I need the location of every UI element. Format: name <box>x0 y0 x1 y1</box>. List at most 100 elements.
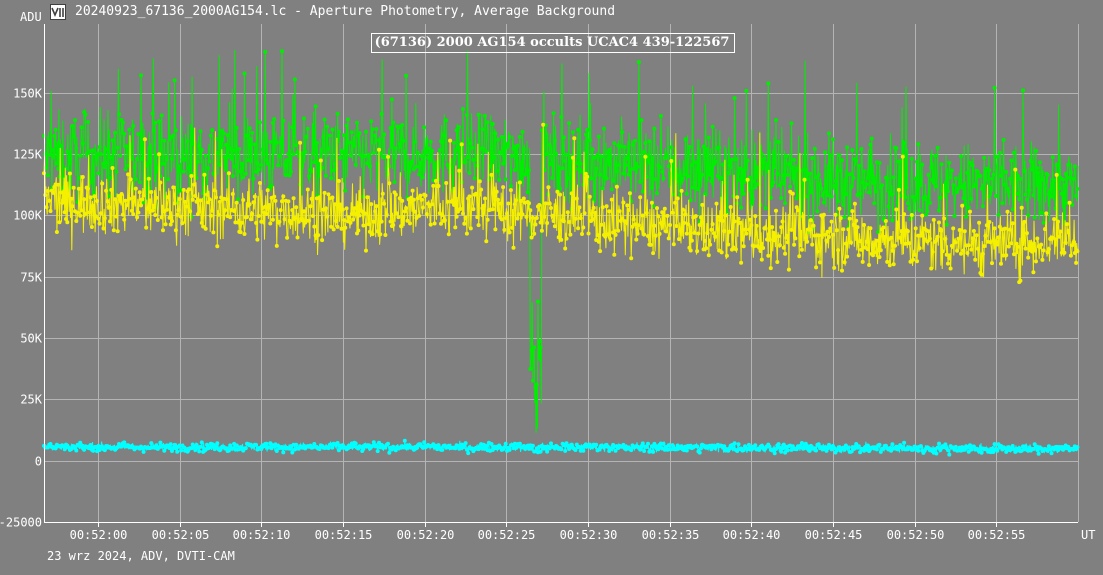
point-target <box>713 159 718 164</box>
point-target <box>498 150 503 155</box>
point-comparison <box>576 226 581 231</box>
point-comparison <box>395 211 400 216</box>
point-target <box>419 154 424 159</box>
point-comparison <box>767 237 772 242</box>
point-comparison <box>915 259 919 264</box>
point-target <box>104 160 109 165</box>
point-comparison <box>367 229 372 234</box>
point-target <box>84 151 89 156</box>
point-target <box>675 179 680 184</box>
point-target <box>1048 189 1053 193</box>
point-target <box>136 132 141 136</box>
point-target <box>238 169 243 174</box>
point-comparison <box>758 249 763 253</box>
point-target <box>774 118 778 123</box>
point-comparison <box>241 198 246 202</box>
point-target <box>717 145 722 150</box>
point-target <box>110 138 115 143</box>
point-target <box>274 140 279 145</box>
point-comparison <box>1065 222 1069 227</box>
point-comparison <box>483 196 487 201</box>
point-target <box>975 169 980 174</box>
point-comparison <box>1024 231 1029 236</box>
point-target <box>311 151 315 156</box>
point-target <box>612 141 617 146</box>
point-comparison <box>263 204 268 209</box>
point-comparison <box>373 209 378 214</box>
point-target <box>829 194 834 199</box>
point-comparison <box>684 231 689 236</box>
point-target <box>657 165 662 170</box>
point-target <box>496 137 500 142</box>
point-comparison <box>971 229 976 233</box>
point-target <box>225 133 230 138</box>
point-target <box>340 149 345 154</box>
point-target <box>647 139 652 144</box>
point-comparison <box>569 191 574 196</box>
point-target <box>278 139 283 144</box>
point-comparison <box>733 247 738 252</box>
point-comparison <box>347 215 352 220</box>
point-target <box>455 145 460 150</box>
point-comparison <box>673 200 678 205</box>
point-comparison <box>82 197 87 202</box>
point-target <box>237 147 242 151</box>
point-comparison <box>141 193 146 198</box>
point-target <box>639 118 644 123</box>
point-comparison <box>98 211 103 216</box>
point-comparison <box>918 233 923 238</box>
point-comparison <box>956 236 961 241</box>
point-comparison <box>371 219 376 224</box>
point-comparison <box>723 213 728 218</box>
point-target <box>966 205 971 210</box>
point-comparison <box>202 172 207 177</box>
point-target <box>996 212 1001 217</box>
point-target <box>391 120 396 125</box>
point-background <box>97 448 102 452</box>
point-comparison <box>440 213 445 217</box>
point-target <box>808 189 813 194</box>
point-target <box>915 159 919 164</box>
point-target <box>492 155 497 160</box>
point-target <box>1057 186 1062 191</box>
point-comparison <box>775 260 780 264</box>
point-comparison <box>1009 241 1014 246</box>
lightcurve-app-icon[interactable] <box>50 4 66 20</box>
point-target <box>862 169 866 174</box>
point-comparison <box>86 186 90 191</box>
point-comparison <box>109 187 114 192</box>
point-target <box>404 73 409 78</box>
point-background <box>326 446 331 451</box>
point-target <box>578 161 583 166</box>
point-target <box>342 133 346 138</box>
point-comparison <box>364 248 368 253</box>
point-background <box>697 450 702 455</box>
point-comparison <box>104 188 109 193</box>
point-target <box>1008 176 1013 181</box>
point-comparison <box>115 229 120 234</box>
point-target <box>80 141 85 146</box>
point-comparison <box>969 247 974 252</box>
point-target <box>767 160 772 165</box>
point-target <box>529 348 534 353</box>
point-target <box>867 190 872 195</box>
point-target <box>552 138 557 143</box>
point-comparison <box>362 211 367 216</box>
point-target <box>183 157 187 162</box>
point-comparison <box>990 261 994 266</box>
point-comparison <box>838 216 843 221</box>
point-comparison <box>502 227 507 232</box>
point-comparison <box>215 244 220 249</box>
point-target <box>952 214 957 218</box>
point-background <box>545 449 550 454</box>
point-target <box>850 148 855 153</box>
point-comparison <box>344 206 349 211</box>
point-target <box>1000 201 1005 206</box>
point-comparison <box>937 220 941 225</box>
point-comparison <box>852 201 857 206</box>
point-comparison <box>573 216 578 221</box>
point-target <box>723 160 728 164</box>
point-comparison <box>127 196 132 201</box>
point-comparison <box>175 212 180 217</box>
point-target <box>1004 170 1009 174</box>
